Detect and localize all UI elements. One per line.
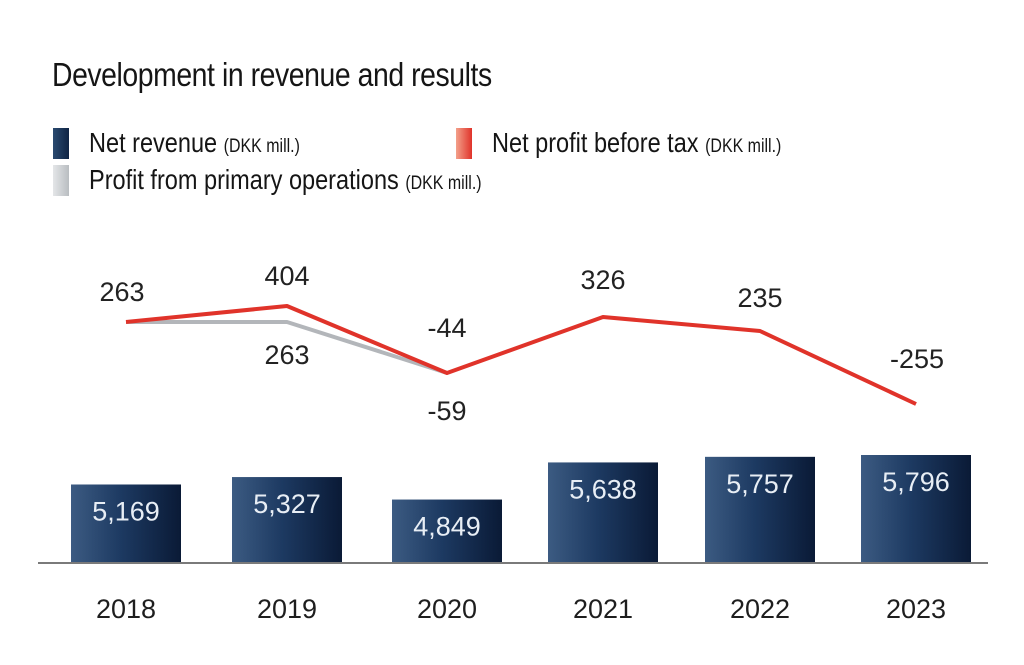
legend-swatch-primary-operations xyxy=(53,164,69,196)
net-profit-label: 404 xyxy=(264,261,309,291)
legend-name: Net revenue xyxy=(89,127,218,158)
x-tick-label: 2019 xyxy=(257,594,317,624)
bar-value-label: 5,327 xyxy=(253,489,321,519)
x-tick-label: 2022 xyxy=(730,594,790,624)
bar-2019 xyxy=(232,477,342,563)
legend-unit: (DKK mill.) xyxy=(705,136,782,157)
legend-swatch-net-profit xyxy=(456,127,472,159)
legend-name: Net profit before tax xyxy=(492,127,699,158)
line-series xyxy=(125,304,917,406)
chart-title: Development in revenue and results xyxy=(52,56,492,93)
x-tick-label: 2021 xyxy=(573,594,633,624)
x-tick-label: 2020 xyxy=(417,594,477,624)
bar-series-net-revenue xyxy=(71,455,971,563)
x-axis-ticks: 2018 2019 2020 2021 2022 2023 xyxy=(96,594,946,624)
net-profit-label: 263 xyxy=(99,277,144,307)
net-profit-label: -44 xyxy=(427,313,466,343)
legend-label-net-revenue: Net revenue (DKK mill.) xyxy=(89,127,300,159)
data-labels: 5,169 5,327 4,849 5,638 5,757 5,796 263 404 -44 3… xyxy=(92,261,950,542)
net-profit-label: 326 xyxy=(580,265,625,295)
legend-name: Profit from primary operations xyxy=(89,164,399,195)
x-tick-label: 2023 xyxy=(886,594,946,624)
legend-item-net-profit: Net profit before tax (DKK mill.) xyxy=(456,127,836,159)
legend-item-primary-operations: Profit from primary operations (DKK mill… xyxy=(53,164,556,196)
legend-swatch-net-revenue xyxy=(53,127,69,159)
legend-label-net-profit: Net profit before tax (DKK mill.) xyxy=(492,127,781,159)
bar-value-label: 5,796 xyxy=(882,467,950,497)
line-primary-operations xyxy=(126,320,448,375)
legend-label-primary-operations: Profit from primary operations (DKK mill… xyxy=(89,164,482,196)
net-profit-label: 235 xyxy=(737,283,782,313)
bar-value-label: 5,757 xyxy=(726,469,794,499)
bar-value-label: 5,638 xyxy=(569,474,637,504)
legend-unit: (DKK mill.) xyxy=(223,136,300,157)
net-profit-label: -255 xyxy=(890,344,944,374)
bar-value-label: 4,849 xyxy=(413,512,481,542)
primary-operations-label: 263 xyxy=(264,340,309,370)
bar-2020 xyxy=(392,499,502,563)
line-net-profit xyxy=(125,304,917,406)
legend-item-net-revenue: Net revenue (DKK mill.) xyxy=(53,127,340,159)
x-tick-label: 2018 xyxy=(96,594,156,624)
bar-2018 xyxy=(71,484,181,563)
bar-2021 xyxy=(548,462,658,563)
bar-2023 xyxy=(861,455,971,563)
primary-operations-label: -59 xyxy=(427,396,466,426)
legend-unit: (DKK mill.) xyxy=(405,173,482,194)
bar-2022 xyxy=(705,456,815,563)
bar-value-label: 5,169 xyxy=(92,496,160,526)
